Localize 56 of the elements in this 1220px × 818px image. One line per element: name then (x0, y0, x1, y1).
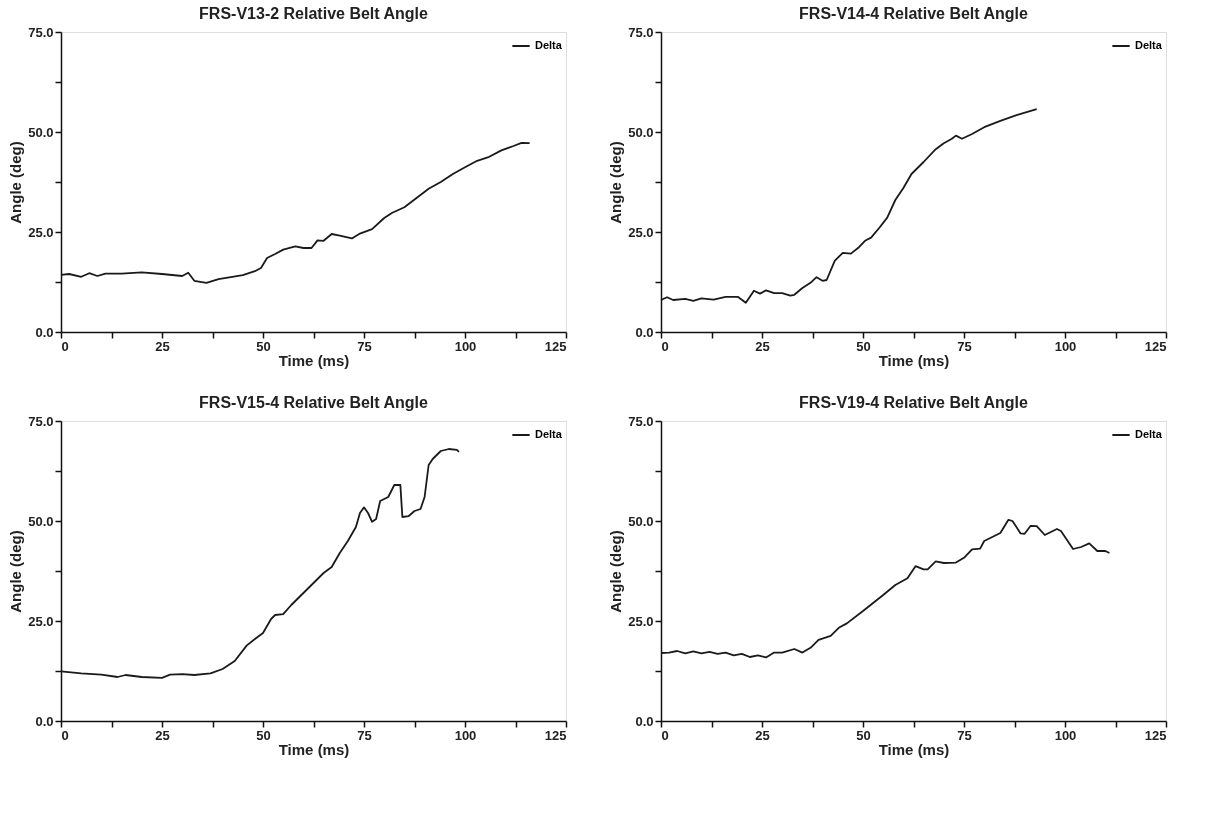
x-tick-label: 75 (357, 338, 372, 354)
x-tick-label: 100 (454, 727, 477, 743)
x-tick-label: 25 (755, 727, 770, 743)
x-tick-label: 50 (256, 338, 271, 354)
x-tick-label: 125 (1144, 727, 1167, 743)
y-tick-label: 0.0 (635, 324, 654, 340)
x-tick-label: 75 (357, 727, 372, 743)
y-tick-label: 0.0 (35, 713, 54, 729)
x-axis-title: Time (ms) (278, 740, 350, 758)
chart-title: FRS-V13-2 Relative Belt Angle (199, 5, 428, 22)
y-tick-label: 75.0 (628, 413, 654, 429)
x-tick-label: 75 (957, 727, 972, 743)
x-tick-label: 0 (661, 338, 669, 354)
x-tick-label: 100 (454, 338, 477, 354)
chart-title: FRS-V14-4 Relative Belt Angle (799, 5, 1028, 22)
x-tick-label: 125 (1144, 338, 1167, 354)
y-tick-label: 50.0 (628, 513, 654, 529)
x-tick-label: 100 (1054, 338, 1077, 354)
x-tick-label: 50 (856, 338, 871, 354)
y-tick-label: 75.0 (28, 24, 54, 40)
chart-title: FRS-V15-4 Relative Belt Angle (199, 394, 428, 411)
legend-label: Delta (535, 428, 563, 440)
x-axis-title: Time (ms) (278, 351, 350, 369)
x-tick-label: 50 (856, 727, 871, 743)
x-tick-label: 0 (61, 338, 69, 354)
y-tick-label: 25.0 (628, 613, 654, 629)
y-axis-title: Angle (deg) (7, 141, 25, 224)
y-axis-title: Angle (deg) (607, 530, 625, 613)
x-tick-label: 0 (61, 727, 69, 743)
x-axis-title: Time (ms) (878, 740, 950, 758)
legend-label: Delta (1135, 39, 1163, 51)
x-tick-label: 100 (1054, 727, 1077, 743)
y-tick-label: 25.0 (28, 613, 54, 629)
x-axis-title: Time (ms) (878, 351, 950, 369)
x-tick-label: 125 (544, 727, 567, 743)
y-tick-label: 50.0 (28, 124, 54, 140)
x-tick-label: 0 (661, 727, 669, 743)
y-axis-title: Angle (deg) (7, 530, 25, 613)
y-tick-label: 50.0 (628, 124, 654, 140)
y-axis-title: Angle (deg) (607, 141, 625, 224)
y-tick-label: 75.0 (28, 413, 54, 429)
y-tick-label: 25.0 (28, 224, 54, 240)
x-tick-label: 25 (155, 727, 170, 743)
x-tick-label: 50 (256, 727, 271, 743)
y-tick-label: 50.0 (28, 513, 54, 529)
y-tick-label: 75.0 (628, 24, 654, 40)
y-tick-label: 0.0 (35, 324, 54, 340)
legend-label: Delta (535, 39, 563, 51)
chart-title: FRS-V19-4 Relative Belt Angle (799, 394, 1028, 411)
x-tick-label: 25 (155, 338, 170, 354)
legend-label: Delta (1135, 428, 1163, 440)
x-tick-label: 75 (957, 338, 972, 354)
x-tick-label: 25 (755, 338, 770, 354)
x-tick-label: 125 (544, 338, 567, 354)
y-tick-label: 25.0 (628, 224, 654, 240)
y-tick-label: 0.0 (635, 713, 654, 729)
